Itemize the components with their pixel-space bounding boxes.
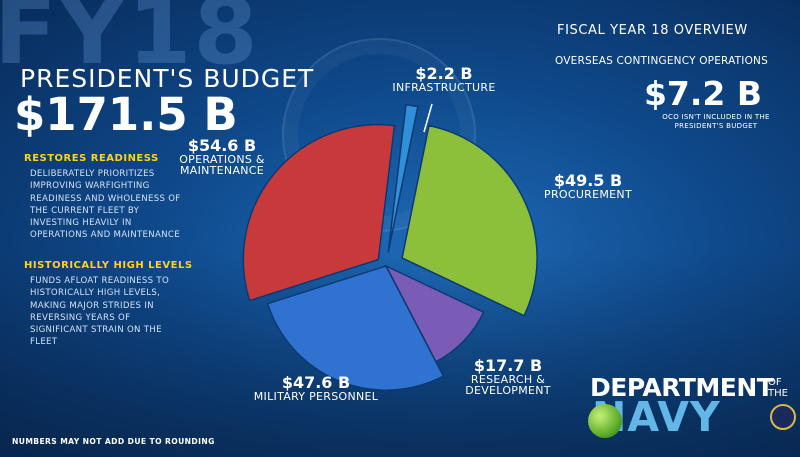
leader-line-infra	[423, 103, 433, 133]
logo-of-the: OF THE	[768, 377, 788, 399]
label-om: $54.6 B OPERATIONS & MAINTENANCE	[162, 136, 282, 177]
overview-title: FISCAL YEAR 18 OVERVIEW	[557, 23, 748, 38]
label-infra: $2.2 B INFRASTRUCTURE	[384, 64, 504, 94]
value-label-milpers: $47.6 B	[281, 373, 351, 392]
name-label-milpers: MILITARY PERSONNEL	[253, 390, 379, 403]
value-label-proc: $49.5 B	[553, 171, 623, 190]
oco-value: $7.2 B	[643, 74, 762, 113]
name-label-rdte: RESEARCH & DEVELOPMENT	[465, 373, 551, 397]
readiness-heading: RESTORES READINESS	[24, 153, 159, 164]
globe-icon	[588, 404, 622, 438]
name-label-proc: PROCUREMENT	[544, 188, 632, 201]
pie-slice-rdte	[384, 264, 485, 363]
label-rdte: $17.7 B RESEARCH & DEVELOPMENT	[448, 356, 568, 397]
high-levels-body: FUNDS AFLOAT READINESS TO HISTORICALLY H…	[30, 276, 170, 348]
name-label-infra: INFRASTRUCTURE	[392, 81, 496, 94]
label-milpers: $47.6 B MILITARY PERSONNEL	[226, 373, 406, 403]
pie-slice-infra	[387, 103, 419, 253]
readiness-body: DELIBERATELY PRIORITIZES IMPROVING WARFI…	[30, 169, 181, 241]
oco-note: OCO ISN'T INCLUDED IN THE PRESIDENT'S BU…	[662, 113, 770, 130]
logo-department: DEPARTMENT	[590, 373, 774, 402]
oco-label: OVERSEAS CONTINGENCY OPERATIONS	[555, 55, 768, 67]
pie-slice-om	[242, 123, 396, 302]
high-levels-heading: HISTORICALLY HIGH LEVELS	[24, 260, 193, 271]
pie-slice-milpers	[266, 265, 445, 391]
fy18-background-text: FY18	[0, 0, 260, 85]
value-label-om: $54.6 B	[187, 136, 257, 155]
pie-slice-proc	[401, 124, 538, 317]
label-proc: $49.5 B PROCUREMENT	[528, 171, 648, 201]
value-label-rdte: $17.7 B	[473, 356, 543, 375]
presidents-budget-total: $171.5 B	[14, 88, 238, 141]
presidents-budget-label: PRESIDENT'S BUDGET	[20, 64, 315, 93]
value-label-infra: $2.2 B	[415, 64, 473, 83]
navy-seal-icon	[770, 404, 796, 430]
name-label-om: OPERATIONS & MAINTENANCE	[179, 153, 265, 177]
rounding-footnote: NUMBERS MAY NOT ADD DUE TO ROUNDING	[12, 437, 215, 446]
